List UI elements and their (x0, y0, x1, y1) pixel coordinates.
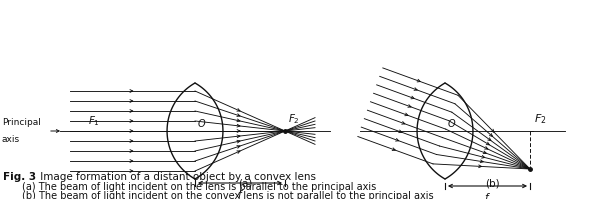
Text: $F_1$: $F_1$ (88, 114, 100, 128)
Text: $f$: $f$ (484, 191, 491, 199)
Text: (a): (a) (238, 179, 252, 189)
Text: Fig. 3: Fig. 3 (3, 172, 36, 182)
Text: $f$: $f$ (237, 188, 244, 199)
Text: $O$: $O$ (447, 117, 456, 129)
Text: Image formation of a distant object by a convex lens: Image formation of a distant object by a… (37, 172, 316, 182)
Text: Principal: Principal (2, 118, 41, 127)
Text: (b): (b) (485, 179, 500, 189)
Text: (b) The beam of light incident on the convex lens is not parallel to the princip: (b) The beam of light incident on the co… (22, 191, 433, 199)
Text: $F_2$: $F_2$ (534, 112, 547, 126)
Text: $F_2$: $F_2$ (288, 112, 300, 126)
Text: axis: axis (2, 135, 20, 144)
Text: (a) The beam of light incident on the lens is parallel to the principal axis: (a) The beam of light incident on the le… (22, 182, 376, 192)
Text: $O$: $O$ (197, 117, 206, 129)
